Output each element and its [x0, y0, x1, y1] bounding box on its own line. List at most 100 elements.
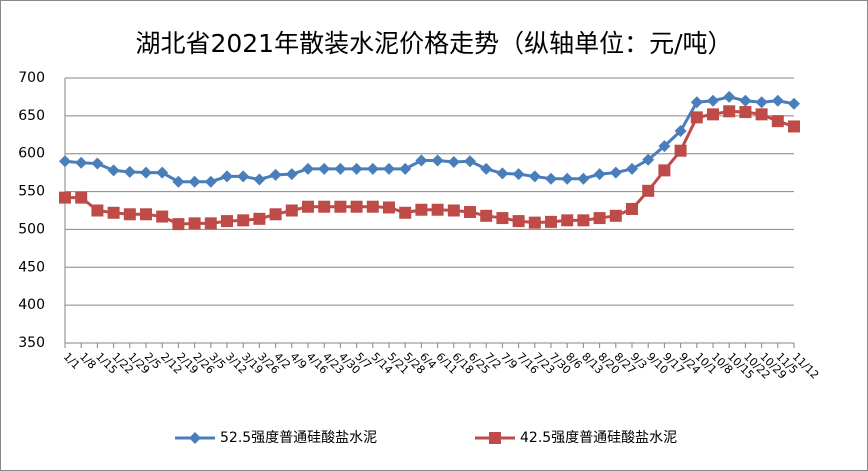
point — [447, 156, 460, 169]
point — [302, 200, 314, 213]
point — [561, 214, 574, 227]
point — [626, 162, 638, 175]
point — [75, 156, 88, 169]
point — [512, 215, 525, 228]
point — [739, 94, 752, 107]
point — [415, 154, 428, 167]
point — [59, 155, 71, 168]
point — [91, 204, 104, 217]
point — [642, 184, 655, 197]
point — [771, 94, 784, 107]
point — [489, 432, 501, 444]
point — [593, 212, 606, 225]
point — [237, 214, 250, 227]
y-tick-label: 700 — [18, 70, 45, 86]
point — [415, 203, 428, 216]
point — [221, 215, 233, 228]
point — [334, 162, 347, 175]
point — [285, 168, 298, 181]
point — [318, 200, 331, 213]
point — [140, 166, 152, 179]
y-tick-label: 350 — [18, 335, 45, 351]
point — [674, 144, 687, 157]
point — [788, 120, 800, 133]
point — [285, 204, 298, 217]
point — [188, 217, 201, 230]
y-tick-label: 500 — [18, 221, 45, 237]
point — [383, 162, 395, 175]
series-line — [64, 95, 795, 184]
point — [690, 111, 703, 124]
point — [771, 115, 784, 128]
point — [723, 105, 736, 118]
point — [755, 108, 768, 121]
point — [59, 191, 71, 204]
point — [431, 154, 444, 167]
point — [577, 214, 590, 227]
point — [269, 168, 282, 181]
point — [350, 162, 363, 175]
point — [140, 208, 152, 221]
y-tick-label: 550 — [18, 184, 45, 200]
point — [172, 175, 185, 188]
point — [561, 172, 574, 185]
point — [626, 202, 638, 215]
point — [496, 212, 509, 225]
legend-label: 42.5强度普通硅酸盐水泥 — [520, 430, 677, 446]
point — [609, 209, 622, 222]
y-tick-label: 450 — [18, 259, 45, 275]
point — [658, 140, 671, 153]
point — [188, 175, 201, 188]
point — [674, 125, 687, 137]
series-line — [65, 109, 795, 226]
point — [528, 216, 541, 229]
point — [739, 106, 752, 119]
point — [464, 206, 476, 219]
point — [156, 210, 169, 223]
point — [366, 200, 379, 213]
point — [609, 166, 622, 179]
point — [480, 209, 493, 222]
point — [107, 164, 120, 177]
y-tick-label: 650 — [18, 108, 45, 124]
point — [545, 215, 557, 228]
point — [123, 208, 136, 221]
point — [383, 201, 395, 214]
point — [723, 90, 736, 103]
point — [253, 173, 266, 186]
point — [399, 162, 412, 175]
point — [75, 191, 88, 204]
point — [123, 165, 136, 178]
y-tick-label: 600 — [18, 146, 45, 162]
point — [189, 432, 201, 444]
point — [658, 164, 671, 177]
point — [350, 200, 363, 213]
point — [545, 172, 557, 185]
point — [204, 217, 217, 230]
point — [366, 162, 379, 175]
point — [318, 162, 331, 175]
point — [690, 96, 703, 109]
point — [237, 170, 250, 183]
legend-label: 52.5强度普通硅酸盐水泥 — [220, 430, 377, 446]
point — [172, 218, 185, 231]
point — [399, 206, 412, 219]
point — [302, 162, 314, 175]
point — [707, 94, 719, 107]
point — [334, 200, 347, 213]
point — [253, 212, 266, 225]
point — [480, 162, 493, 175]
point — [528, 170, 541, 183]
point — [204, 175, 217, 188]
point — [91, 157, 104, 170]
point — [788, 97, 800, 110]
point — [512, 168, 525, 181]
point — [269, 208, 282, 221]
point — [431, 203, 444, 216]
point — [221, 170, 233, 183]
chart-title: 湖北省2021年散装水泥价格走势（纵轴单位：元/吨） — [135, 29, 732, 58]
point — [593, 168, 606, 181]
point — [156, 166, 169, 179]
point — [577, 172, 590, 185]
